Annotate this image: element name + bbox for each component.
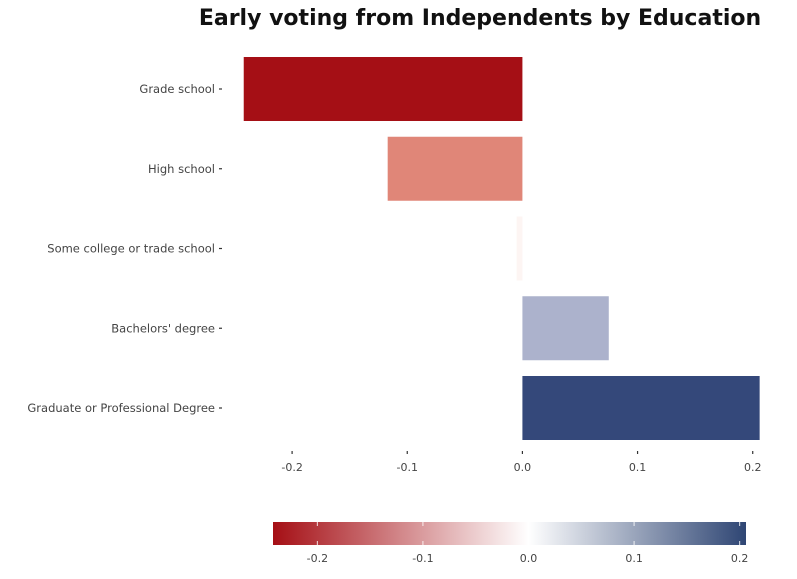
bar-graduate-or-professional-degree (522, 376, 760, 440)
x-tick-label: -0.1 (397, 461, 418, 474)
colorbar-tick-label: -0.1 (412, 552, 433, 565)
y-tick-label: High school (148, 162, 215, 176)
colorbar-ticks: -0.2 -0.1 0.0 0.1 0.2 (307, 522, 749, 565)
x-axis: -0.2 -0.1 0.0 0.1 0.2 (281, 451, 761, 474)
y-axis: Grade school High school Some college or t… (27, 82, 222, 415)
y-tick-label: Grade school (139, 82, 215, 96)
bar-bachelors-degree (522, 296, 609, 361)
colorbar-tick-label: 0.2 (731, 552, 749, 565)
y-tick-label: Some college or trade school (47, 242, 215, 256)
bar-some-college-or-trade-school (516, 216, 523, 281)
x-tick-label: 0.0 (514, 461, 532, 474)
bars-group (243, 57, 760, 440)
x-tick-label: 0.2 (744, 461, 762, 474)
y-tick-label: Graduate or Professional Degree (27, 401, 215, 415)
x-tick-label: 0.1 (629, 461, 647, 474)
colorbar-tick-label: 0.1 (625, 552, 643, 565)
y-tick-label: Bachelors' degree (111, 321, 215, 335)
x-tick-label: -0.2 (281, 461, 302, 474)
bar-grade-school (243, 57, 523, 121)
colorbar-tick-label: 0.0 (520, 552, 538, 565)
colorbar-tick-label: -0.2 (307, 552, 328, 565)
colorbar-legend: -0.2 -0.1 0.0 0.1 0.2 (273, 522, 748, 565)
chart-title: Early voting from Independents by Educat… (199, 6, 761, 31)
bar-high-school (387, 136, 523, 201)
colorbar-gradient (273, 522, 746, 545)
